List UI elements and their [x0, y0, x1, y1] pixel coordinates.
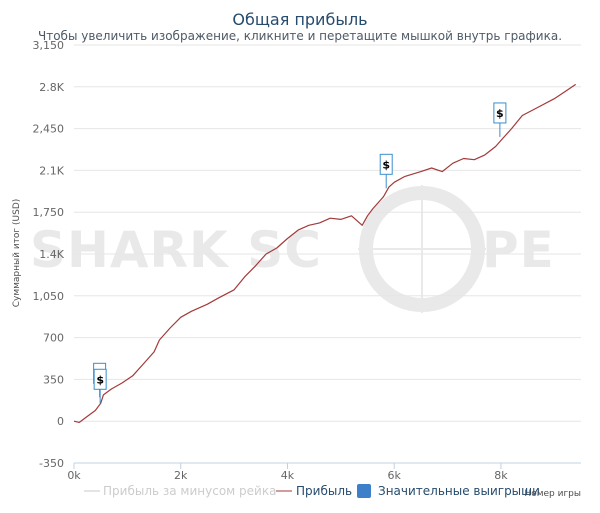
y-tick-label: 1,050	[33, 290, 65, 303]
legend-item-big-wins[interactable]: Значительные выигрыши	[357, 484, 540, 498]
y-tick-label: 3,150	[33, 39, 65, 52]
big-win-flag-box	[93, 368, 107, 390]
y-tick-label: 0	[57, 415, 64, 428]
legend-big-wins-symbol	[357, 484, 371, 498]
legend-profit-label: Прибыль	[296, 484, 352, 498]
y-tick-label: 700	[43, 332, 64, 345]
watermark-crosshair-icon	[358, 185, 486, 313]
y-tick-label: 2.1K	[39, 164, 64, 177]
big-win-flag-box	[493, 102, 507, 124]
big-win-flag-label: $	[496, 107, 504, 120]
x-axis: 0k 2k 4k 6k 8k	[67, 462, 581, 482]
big-win-flag-label: $	[382, 158, 390, 171]
x-tick-label: 0k	[67, 469, 81, 482]
x-tick-label: 4k	[281, 469, 295, 482]
big-win-flag-box	[379, 153, 393, 175]
y-tick-label: -350	[39, 457, 64, 470]
legend-item-rake[interactable]: Прибыль за минусом рейка	[84, 484, 276, 498]
legend-big-wins-label: Значительные выигрыши	[378, 484, 540, 498]
big-win-flag[interactable]: $	[379, 153, 393, 189]
chart-title: Общая прибыль	[232, 10, 367, 29]
series-layer	[73, 83, 577, 423]
big-win-flag-label: $	[96, 373, 104, 386]
flags-layer: $$$$	[93, 102, 507, 404]
x-tick-label: 6k	[388, 469, 402, 482]
y-axis-title: Суммарный итог (USD)	[12, 199, 22, 308]
x-tick-label: 8k	[494, 469, 508, 482]
legend-rake-label: Прибыль за минусом рейка	[103, 484, 276, 498]
big-win-flag[interactable]: $	[493, 102, 507, 137]
y-tick-label: 2.8K	[39, 81, 64, 94]
y-tick-label: 1.4K	[39, 248, 64, 261]
x-axis-title: Номер игры	[524, 489, 581, 499]
y-tick-label: 2,450	[33, 123, 65, 136]
chart-subtitle: Чтобы увеличить изображение, кликните и …	[38, 29, 562, 43]
y-tick-label: 1,750	[33, 206, 65, 219]
x-tick-label: 2k	[174, 469, 188, 482]
legend-item-profit[interactable]: Прибыль	[276, 484, 352, 498]
legend[interactable]: Прибыль за минусом рейка Прибыль Значите…	[84, 484, 540, 498]
profit-series-line[interactable]	[73, 83, 577, 423]
watermark-text-right: PE	[482, 221, 555, 279]
big-win-flag[interactable]: $	[93, 368, 107, 404]
watermark-text-left: SHARK SC	[30, 221, 322, 279]
y-tick-label: 350	[43, 373, 64, 386]
y-axis: -350 0 350 700 1,050 1.4K 1,750 2.1K 2,450 2.8K 3,…	[33, 39, 65, 470]
